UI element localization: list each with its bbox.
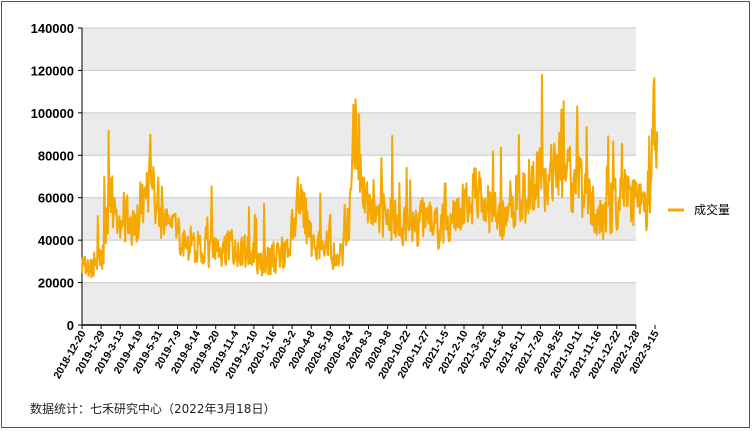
y-tick-label: 60000 — [38, 191, 74, 206]
y-tick-label: 20000 — [38, 276, 74, 291]
source-footer: 数据统计：七禾研究中心（2022年3月18日） — [30, 402, 276, 416]
grid-band — [82, 28, 636, 71]
y-tick-label: 120000 — [31, 63, 74, 78]
y-tick-label: 0 — [67, 318, 74, 333]
y-tick-label: 80000 — [38, 148, 74, 163]
grid-band — [82, 70, 636, 113]
y-tick-label: 100000 — [31, 106, 74, 121]
grid-band — [82, 282, 636, 325]
grid-band — [82, 240, 636, 283]
x-axis: 2018-12-202019-1-292019-3-132019-4-19201… — [51, 324, 662, 381]
legend: 成交量 — [668, 202, 730, 217]
y-tick-label: 140000 — [31, 21, 74, 36]
series-line-成交量 — [81, 73, 659, 279]
y-tick-label: 40000 — [38, 233, 74, 248]
y-axis: 0 20000 40000 60000 80000 100000 120000 140000 — [31, 21, 83, 333]
grid-band — [82, 197, 636, 241]
legend-label: 成交量 — [694, 202, 730, 217]
